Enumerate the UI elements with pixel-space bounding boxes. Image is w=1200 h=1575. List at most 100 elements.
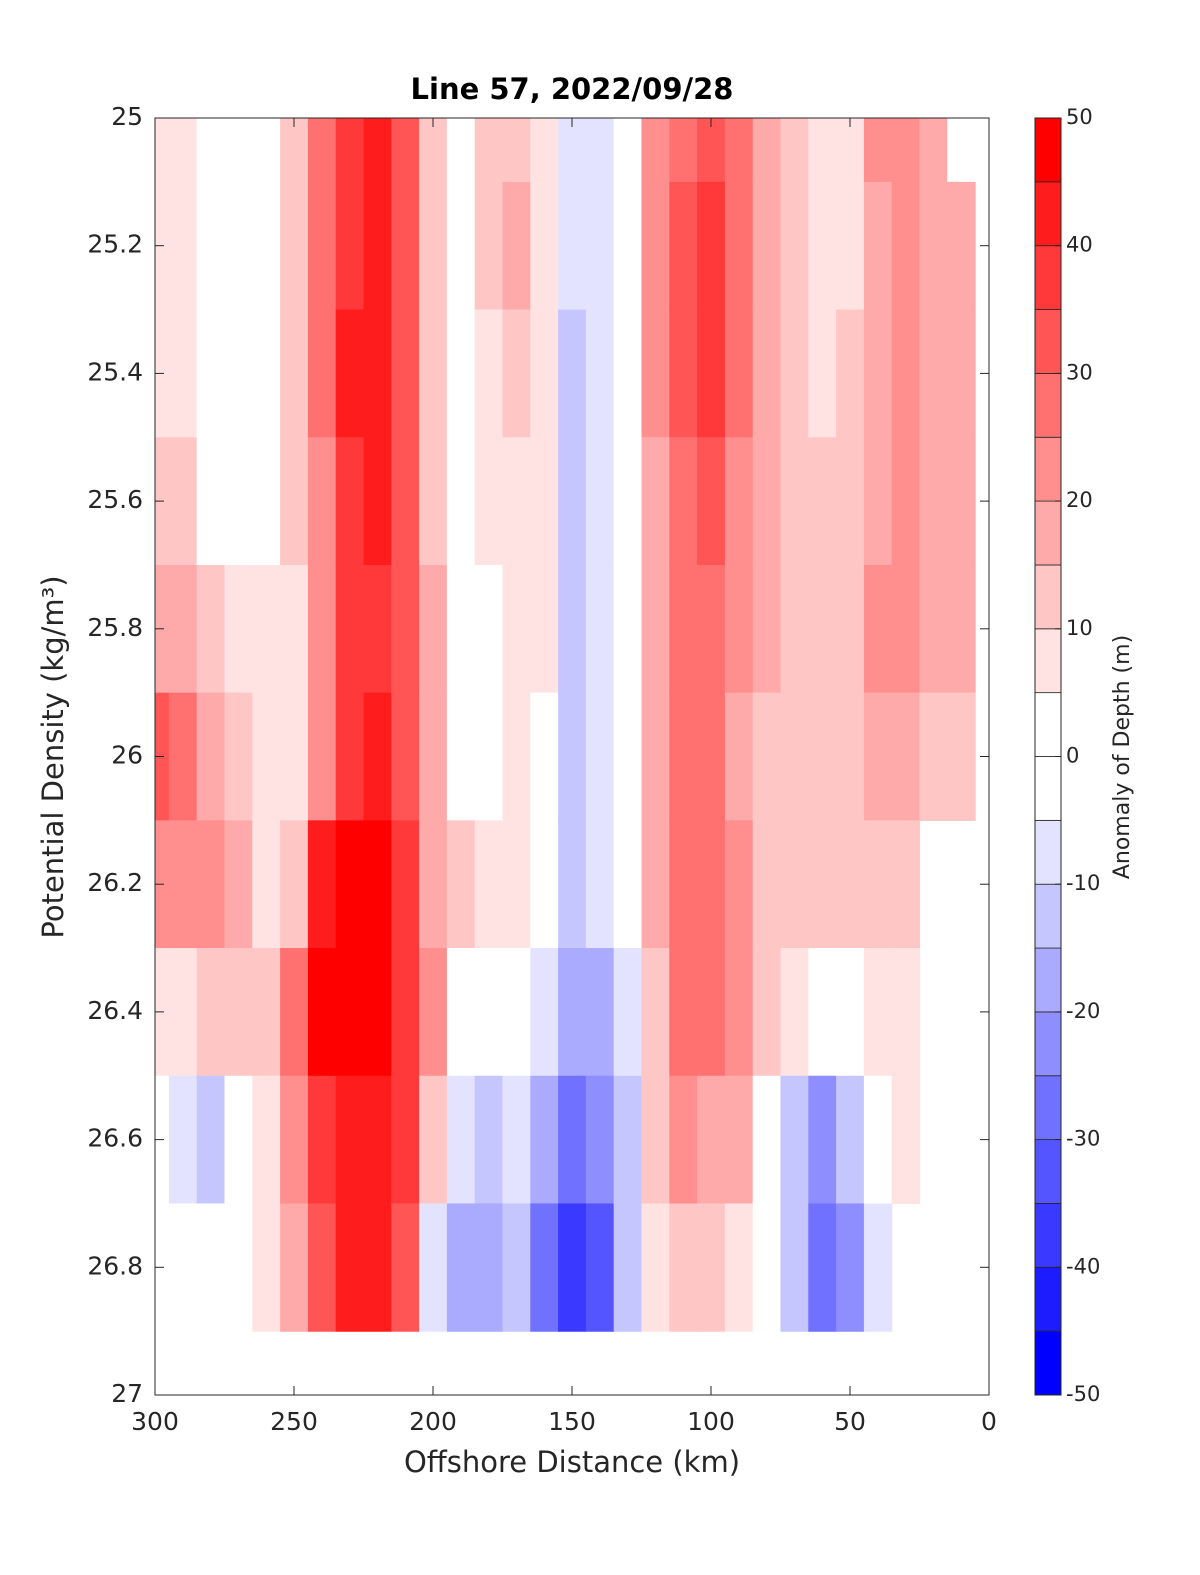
contour-cell [168, 118, 198, 183]
contour-cell [613, 181, 643, 311]
contour-cell [641, 118, 670, 183]
colorbar-tick-label: -40 [1066, 1254, 1100, 1278]
contour-cell [863, 181, 893, 311]
contour-cell [836, 309, 865, 438]
contour-cell [224, 692, 253, 821]
contour-cell [613, 948, 643, 1077]
contour-cell [808, 181, 837, 311]
contour-cell [168, 692, 198, 821]
contour-cell [919, 309, 948, 438]
colorbar-band [1034, 1330, 1062, 1396]
contour-cell [641, 564, 670, 694]
contour-cell [280, 309, 309, 438]
contour-cell [391, 437, 420, 566]
contour-cell [335, 437, 365, 566]
contour-cell [558, 118, 587, 183]
contour-cell [697, 820, 726, 949]
contour-cell [947, 118, 976, 183]
contour-cell [641, 181, 670, 311]
contour-cell [391, 1203, 420, 1332]
contour-cell [391, 181, 420, 311]
contour-cell [558, 820, 587, 949]
contour-cell [558, 948, 587, 1077]
contour-cell [697, 1075, 726, 1205]
contour-cell [808, 820, 837, 949]
contour-cell [530, 564, 559, 694]
contour-cell [891, 564, 921, 694]
contour-cell [724, 1203, 754, 1332]
contour-cell [641, 437, 670, 566]
contour-cell [391, 820, 420, 949]
contour-cell [224, 820, 253, 949]
contour-cell [474, 564, 504, 694]
contour-cell [307, 948, 337, 1077]
colorbar-band [1034, 819, 1062, 885]
contour-cell [474, 820, 504, 949]
contour-cell [752, 820, 782, 949]
contour-cell [419, 1203, 448, 1332]
contour-cell [391, 692, 420, 821]
contour-cell [335, 118, 365, 183]
contour-cell [307, 309, 337, 438]
contour-cell [335, 948, 365, 1077]
colorbar-tick-label: 10 [1066, 616, 1093, 640]
contour-cell [808, 1075, 837, 1205]
contour-cell [363, 564, 392, 694]
contour-cell [780, 692, 809, 821]
contour-cell [836, 118, 865, 183]
colorbar-tick-label: 50 [1066, 105, 1093, 129]
contour-cell [669, 118, 698, 183]
contour-cell [280, 1203, 309, 1332]
contour-cell [196, 309, 226, 438]
y-tick-label: 26.2 [87, 868, 143, 897]
contour-cell [335, 309, 365, 438]
contour-cell [252, 118, 281, 183]
field [155, 118, 976, 1332]
contour-cell [530, 948, 559, 1077]
contour-cell [474, 1075, 504, 1205]
contour-cell [891, 1075, 921, 1205]
contour-cell [752, 692, 782, 821]
contour-cell [363, 437, 392, 566]
contour-cell [224, 309, 253, 438]
contour-cell [446, 309, 476, 438]
contour-cell [724, 564, 754, 694]
contour-cell [224, 118, 253, 183]
contour-cell [196, 820, 226, 949]
contour-cell [697, 309, 726, 438]
contour-cell [836, 181, 865, 311]
contour-cell [155, 118, 170, 183]
contour-cell [891, 118, 921, 183]
contour-cell [335, 181, 365, 311]
contour-cell [307, 1075, 337, 1205]
contour-cell [780, 118, 809, 183]
contour-cell [502, 820, 531, 949]
contour-cell [558, 437, 587, 566]
contour-cell [613, 309, 643, 438]
contour-cell [919, 564, 948, 694]
contour-cell [724, 820, 754, 949]
x-axis-label: Offshore Distance (km) [404, 1445, 740, 1479]
contour-cell [446, 820, 476, 949]
contour-cell [252, 948, 281, 1077]
contour-cell [669, 564, 698, 694]
contour-cell [446, 1075, 476, 1205]
contour-cell [335, 1075, 365, 1205]
contour-cell [168, 181, 198, 311]
colorbar-band [1034, 564, 1062, 630]
contour-cell [168, 437, 198, 566]
contour-cell [752, 1203, 782, 1332]
colorbar-band [1034, 628, 1062, 694]
contour-cell [808, 309, 837, 438]
colorbar-band [1034, 309, 1062, 374]
contour-cell [891, 181, 921, 311]
contour-cell [363, 1075, 392, 1205]
colorbar-band [1034, 245, 1062, 310]
contour-cell [697, 1203, 726, 1332]
contour-cell [391, 118, 420, 183]
contour-cell [808, 437, 837, 566]
contour-cell [558, 1075, 587, 1205]
y-tick-label: 26.8 [87, 1251, 143, 1280]
contour-cell [252, 1203, 281, 1332]
contour-cell [669, 948, 698, 1077]
